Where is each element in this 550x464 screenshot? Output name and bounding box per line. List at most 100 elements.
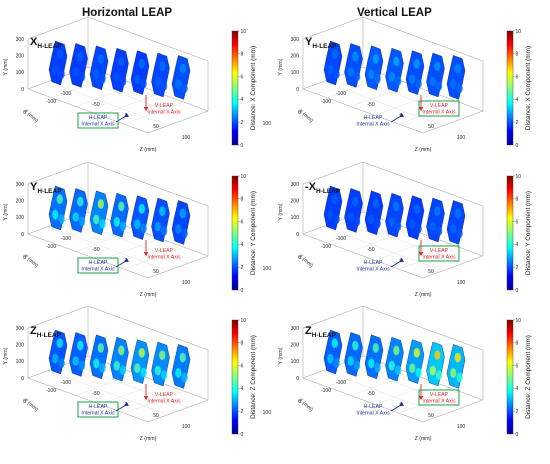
z-tick-label: 50 xyxy=(153,413,159,419)
h-leap-label: H-LEAP xyxy=(89,115,108,121)
slice-hotspot xyxy=(93,214,100,225)
y-tick-label: 300 xyxy=(16,182,25,188)
slice-shape xyxy=(130,195,150,240)
depth-tick-label: 100 xyxy=(263,121,272,127)
slice-4 xyxy=(385,192,404,238)
z-tick-label: 50 xyxy=(153,124,159,130)
colorbar-gradient xyxy=(506,30,514,146)
slice-hotspot xyxy=(327,64,334,75)
z-tick-label: -50 xyxy=(92,391,99,397)
slice-hotspot xyxy=(179,208,186,219)
h-leap-axis-label: Internal X Axis xyxy=(81,122,115,128)
slice-hotspot xyxy=(99,73,106,84)
z-tick-label: -100 xyxy=(61,91,71,97)
slice-shape xyxy=(171,344,191,389)
y-tick-label: 200 xyxy=(16,342,25,348)
slice-1 xyxy=(323,329,343,375)
h-leap-axis-label: Internal X Axis xyxy=(356,411,390,417)
slice-shape xyxy=(385,192,404,238)
slice-hotspot xyxy=(327,209,334,220)
slice-4 xyxy=(110,192,129,238)
z-tick-label: -100 xyxy=(61,236,71,242)
z-tick-label: 100 xyxy=(457,280,466,286)
slice-hotspot xyxy=(429,365,436,376)
z-tick-label: -100 xyxy=(61,380,71,386)
v-leap-label: V-LEAP xyxy=(155,392,174,398)
slice-hotspot xyxy=(372,54,379,64)
slice-shape xyxy=(364,334,384,380)
colorbar-gradient xyxy=(231,175,239,291)
y-axis-label: Y (mm) xyxy=(3,203,9,220)
colorbar: 0 2 4 6 8 10 Distance: X Component (mm) xyxy=(231,29,257,149)
colorbar-tick-label: 4 xyxy=(516,242,519,248)
slice-shape xyxy=(426,52,445,98)
y-tick-label: 200 xyxy=(16,53,25,59)
z-axis-label: Z (mm) xyxy=(140,292,157,298)
slice-shape xyxy=(364,45,384,91)
v-leap-label: V-LEAP xyxy=(430,392,449,398)
slice-hotspot xyxy=(372,343,379,353)
y-axis-label: Y (mm) xyxy=(278,203,284,220)
slice-hotspot xyxy=(435,226,443,236)
panel-label-sub: H-LEAP xyxy=(37,188,62,195)
y-tick-label: 0 xyxy=(21,232,24,238)
colorbar-gradient xyxy=(231,30,239,146)
panel-label: XH-LEAP xyxy=(30,36,62,50)
slice-3 xyxy=(89,45,109,91)
y-tick-label: 100 xyxy=(291,215,300,221)
slice-hotspot xyxy=(353,360,361,371)
slice-6 xyxy=(426,341,445,387)
slice-4 xyxy=(385,47,404,93)
slice-hotspot xyxy=(347,212,354,222)
colorbar-tick-label: 4 xyxy=(516,386,519,392)
colorbar-gradient xyxy=(506,175,514,291)
v-leap-label: V-LEAP xyxy=(155,103,174,109)
slice-1 xyxy=(323,40,343,86)
panel-label-sub: H-LEAP xyxy=(37,332,62,339)
depth-tick-label: -100 xyxy=(46,388,56,394)
slice-hotspot xyxy=(160,226,168,236)
slice-shape xyxy=(405,339,425,384)
depth-axis-label: X (mm) xyxy=(297,397,314,413)
z-axis-label: Z (mm) xyxy=(415,147,432,153)
colorbar: 0 2 4 6 8 10 Distance: X Component (mm) xyxy=(506,29,532,149)
colorbar-gradient xyxy=(231,319,239,435)
h-leap-axis-label: Internal X Axis xyxy=(356,122,390,128)
slice-hotspot xyxy=(352,196,359,207)
axes-box xyxy=(27,161,209,279)
slice-6 xyxy=(426,52,445,98)
z-tick-label: 0 xyxy=(125,258,128,264)
slice-hotspot xyxy=(333,358,340,368)
z-tick-label: 50 xyxy=(428,124,434,130)
depth-tick-label: 100 xyxy=(263,410,272,416)
slice-5 xyxy=(405,50,425,95)
slice-hotspot xyxy=(97,343,104,353)
column-title-horizontal: Horizontal LEAP xyxy=(82,7,173,19)
slice-1 xyxy=(48,329,68,375)
panel-label: ZH-LEAP xyxy=(30,325,62,339)
slice-hotspot xyxy=(78,71,86,82)
z-tick-label: 100 xyxy=(182,280,191,286)
highlight-box xyxy=(418,245,460,262)
slice-hotspot xyxy=(72,212,79,222)
colorbar-tick-label: 10 xyxy=(516,318,522,324)
slice-hotspot xyxy=(394,365,402,376)
slice-hotspot xyxy=(456,83,463,94)
z-tick-label: 0 xyxy=(125,402,128,408)
colorbar-tick-label: 2 xyxy=(241,409,244,415)
slice-7 xyxy=(446,200,466,245)
y-tick-label: 300 xyxy=(291,182,300,188)
y-axis-label: Y (mm) xyxy=(3,58,9,75)
axes-box xyxy=(302,305,484,423)
colorbar-tick-label: 0 xyxy=(241,143,244,149)
h-leap-label: H-LEAP xyxy=(364,260,383,266)
slice-hotspot xyxy=(78,216,86,227)
h-leap-arrow xyxy=(390,401,405,412)
slice-hotspot xyxy=(413,58,420,69)
slice-hotspot xyxy=(113,360,120,371)
slice-hotspot xyxy=(77,196,84,207)
